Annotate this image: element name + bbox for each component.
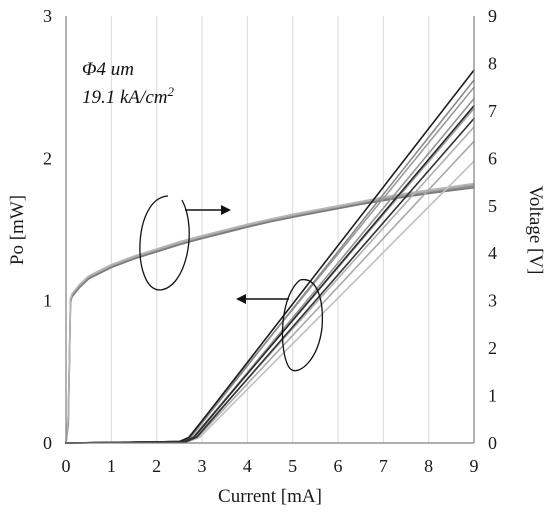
power-curve: [65, 107, 475, 444]
power-curve: [65, 126, 475, 444]
current-density-exponent: 2: [167, 84, 174, 99]
voltage-curve: [65, 186, 475, 444]
right-y-tick-label: 4: [488, 243, 497, 263]
x-tick-label: 5: [288, 456, 297, 476]
current-density-annotation: 19.1 kA/cm2: [82, 84, 174, 108]
x-tick-label: 2: [152, 456, 161, 476]
power-group-loop: [281, 279, 324, 372]
diameter-annotation: Φ4 um: [82, 59, 134, 80]
x-tick-label: 7: [379, 456, 388, 476]
x-tick-label: 0: [62, 456, 71, 476]
power-curve: [65, 140, 475, 444]
right-y-tick-label: 0: [488, 433, 497, 453]
voltage-curve: [65, 182, 475, 444]
x-axis-title: Current [mA]: [218, 486, 322, 507]
axes: [65, 16, 475, 444]
right-y-tick-label: 5: [488, 196, 497, 216]
plot-curves: [65, 69, 475, 444]
right-y-tick-label: 1: [488, 386, 497, 406]
voltage-group-loop: [139, 195, 190, 291]
right-y-tick-label: 7: [488, 101, 497, 121]
left-axis-title: Po [mW]: [7, 195, 28, 265]
x-tick-label: 6: [334, 456, 343, 476]
left-y-tick-label: 1: [43, 291, 52, 311]
right-y-tick-label: 9: [488, 6, 497, 26]
x-tick-label: 3: [198, 456, 207, 476]
voltage-curve: [65, 185, 475, 444]
right-y-tick-label: 3: [488, 291, 497, 311]
power-curve: [65, 117, 475, 444]
right-axis-title: Voltage [V]: [525, 186, 546, 275]
x-tick-label: 1: [107, 456, 116, 476]
voltage-group-marker: [139, 195, 231, 291]
left-y-tick-label: 3: [43, 6, 52, 26]
right-y-tick-label: 6: [488, 148, 497, 168]
right-y-tick-label: 2: [488, 338, 497, 358]
power-curve: [65, 160, 475, 444]
grid-lines: [110, 16, 430, 443]
left-y-tick-label: 0: [43, 433, 52, 453]
x-tick-label: 9: [470, 456, 479, 476]
right-y-tick-label: 8: [488, 53, 497, 73]
power-curve: [65, 86, 475, 444]
current-density-text: 19.1 kA/cm: [82, 87, 167, 108]
x-tick-label: 8: [424, 456, 433, 476]
power-group-marker: [236, 279, 324, 372]
power-curve: [65, 69, 475, 444]
x-tick-label: 4: [243, 456, 252, 476]
right-arrow-head: [221, 205, 231, 215]
left-arrow-head: [236, 294, 246, 304]
left-y-tick-label: 2: [43, 148, 52, 168]
